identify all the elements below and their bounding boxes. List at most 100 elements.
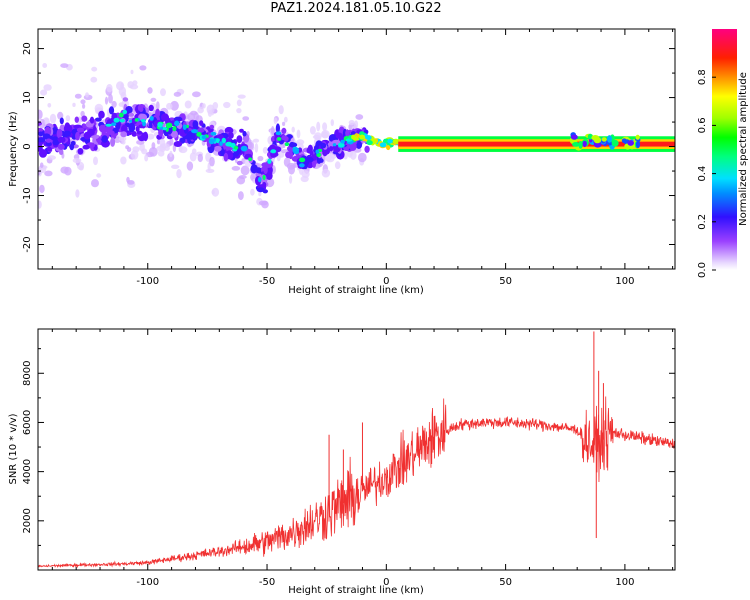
spectral-blob bbox=[166, 102, 173, 110]
x-tick-label: 50 bbox=[499, 276, 512, 287]
spectral-blob bbox=[199, 120, 204, 126]
spectral-blob bbox=[379, 142, 387, 148]
spectral-blob bbox=[42, 133, 51, 140]
spectral-blob bbox=[72, 102, 76, 107]
spectral-blob-bright bbox=[191, 129, 199, 134]
spectral-blob bbox=[357, 152, 367, 163]
spectral-blob bbox=[83, 131, 91, 140]
spectral-blob bbox=[320, 142, 327, 149]
spectral-blob bbox=[321, 168, 331, 178]
spectral-blob bbox=[91, 66, 98, 72]
spectral-blob bbox=[207, 109, 213, 117]
spectral-blob bbox=[197, 106, 204, 114]
plot-title: PAZ1.2024.181.05.10.G22 bbox=[270, 1, 442, 16]
spectral-blob bbox=[38, 131, 43, 137]
spectral-blob-bright bbox=[165, 122, 173, 129]
spectral-blob bbox=[250, 188, 255, 196]
spectral-blob bbox=[51, 136, 58, 141]
spectral-blob bbox=[582, 140, 587, 148]
spectral-blob bbox=[120, 131, 128, 138]
x-tick-label: 50 bbox=[499, 577, 512, 588]
spectral-blob bbox=[126, 147, 132, 152]
spectral-blob bbox=[142, 131, 149, 142]
spectral-blob-bright bbox=[340, 139, 346, 144]
colorbar-ticks: 0.0 0.2 0.4 0.6 0.8 bbox=[697, 69, 716, 278]
spectral-blob bbox=[85, 92, 89, 98]
colorbar-tick-label: 0.8 bbox=[697, 69, 708, 85]
spectral-blob-bright bbox=[267, 158, 272, 164]
spectral-blob bbox=[240, 165, 250, 176]
spectral-blob bbox=[306, 147, 312, 154]
spectral-blob bbox=[74, 116, 80, 123]
spectral-blob-bright bbox=[105, 123, 112, 127]
spectral-blob bbox=[108, 93, 113, 104]
spectral-blob bbox=[192, 91, 201, 98]
spectral-blob bbox=[186, 161, 194, 171]
spectral-blob bbox=[351, 134, 356, 140]
spectral-blob bbox=[93, 156, 98, 166]
x-tick-label: -50 bbox=[259, 577, 275, 588]
spectral-blob bbox=[325, 154, 335, 163]
spectral-blob-bright bbox=[315, 149, 320, 155]
spectral-blob bbox=[94, 103, 104, 113]
spectral-blob bbox=[231, 166, 241, 171]
spectral-blob bbox=[173, 116, 183, 122]
spectral-blob bbox=[148, 104, 154, 112]
spectral-blob-bright bbox=[257, 176, 262, 183]
spectral-blob bbox=[236, 99, 242, 107]
spectral-blob bbox=[82, 144, 90, 150]
spectral-blob-bright bbox=[129, 119, 133, 123]
spectral-blob bbox=[118, 102, 125, 107]
spectral-blob-bright bbox=[270, 149, 277, 154]
spectral-blob bbox=[160, 143, 170, 148]
spectral-blob-bright bbox=[225, 141, 232, 147]
spectral-blob bbox=[104, 96, 109, 105]
spectral-blob bbox=[74, 93, 82, 99]
spectral-blob bbox=[56, 128, 63, 139]
spectral-blob bbox=[125, 106, 133, 114]
spectral-blob bbox=[110, 137, 116, 147]
spectral-blob bbox=[157, 150, 165, 157]
spectral-blob bbox=[132, 146, 140, 153]
spectral-blob bbox=[184, 100, 192, 109]
spectral-blob bbox=[386, 145, 391, 151]
spectral-blob bbox=[160, 88, 166, 97]
spectral-blob bbox=[223, 101, 231, 109]
spectral-blob-bright bbox=[161, 127, 168, 131]
spectral-blob-bright bbox=[262, 174, 266, 181]
spectral-blob bbox=[256, 187, 265, 193]
spectral-blob bbox=[126, 131, 133, 136]
spectral-blob bbox=[155, 108, 161, 119]
x-tick-label: 100 bbox=[615, 276, 634, 287]
spectral-blob bbox=[329, 145, 334, 152]
spectral-blob bbox=[281, 127, 287, 134]
spectral-blob bbox=[591, 135, 600, 141]
spectral-blob bbox=[364, 145, 370, 153]
snr-axis-ticks: -100 -50 0 50 100 2000 4000 6000 8000 bbox=[22, 329, 675, 588]
spectral-blob bbox=[173, 141, 183, 147]
spectral-blob-bright bbox=[201, 135, 207, 140]
spectral-blob bbox=[366, 140, 373, 146]
spectral-blob bbox=[236, 135, 243, 144]
spectral-blob-bright bbox=[111, 122, 117, 126]
y-tick-label: 2000 bbox=[22, 508, 33, 533]
spectral-blob bbox=[354, 120, 359, 129]
spectral-blob bbox=[334, 161, 341, 170]
spectral-blob bbox=[263, 165, 268, 175]
spectral-blob bbox=[122, 97, 129, 102]
spectral-blob bbox=[350, 150, 357, 160]
spectral-blob bbox=[262, 181, 267, 188]
spectral-blob bbox=[75, 189, 80, 198]
spectral-blob bbox=[65, 115, 71, 122]
spectral-blob bbox=[169, 150, 173, 158]
spectral-blob bbox=[39, 162, 44, 168]
spectral-blob bbox=[321, 130, 330, 139]
spectral-blob bbox=[39, 184, 45, 194]
spectral-blob-bright bbox=[119, 118, 125, 123]
spectral-blob-bright bbox=[122, 109, 128, 115]
spectral-blob bbox=[127, 180, 135, 185]
spectral-blob bbox=[138, 113, 148, 121]
spectral-blob bbox=[146, 133, 155, 140]
spectral-blob bbox=[171, 164, 180, 169]
x-tick-label: -50 bbox=[259, 276, 275, 287]
